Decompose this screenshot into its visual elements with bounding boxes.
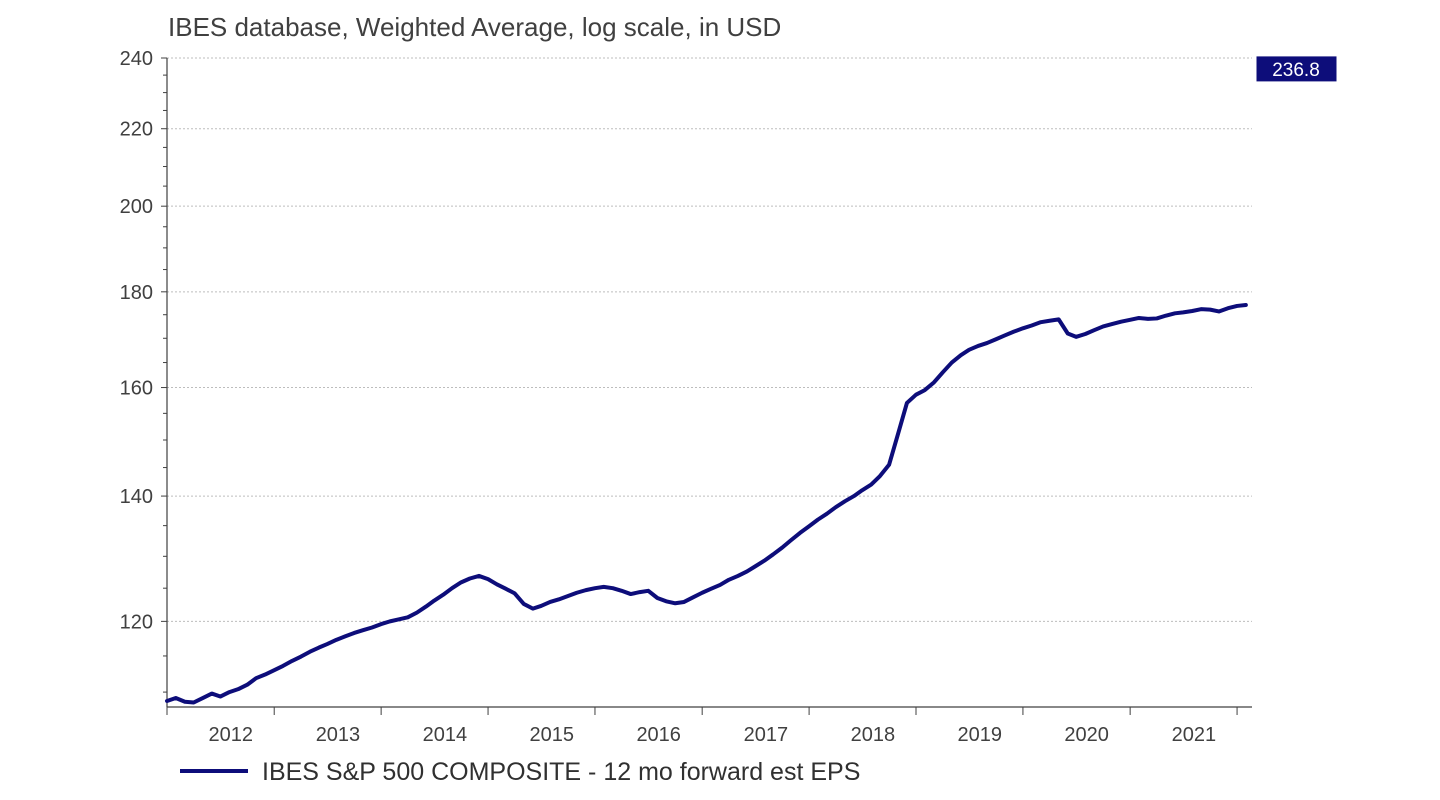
x-axis-ticks: 2012 2013 2014 2015 2016 2017 2018 2019 2020 2021 xyxy=(166,707,1238,746)
y-tick-label-160: 160 xyxy=(120,378,153,400)
legend: IBES S&P 500 COMPOSITE - 12 mo forward e… xyxy=(180,758,860,786)
x-tick-label-2017: 2017 xyxy=(744,724,789,746)
y-tick-label-180: 180 xyxy=(120,282,153,304)
x-tick-label-2021: 2021 xyxy=(1172,724,1217,746)
y-tick-label-140: 140 xyxy=(120,486,153,508)
x-tick-label-2020: 2020 xyxy=(1064,724,1109,746)
x-tick-label-2018: 2018 xyxy=(851,724,896,746)
x-tick-label-2016: 2016 xyxy=(636,724,681,746)
x-tick-label-2013: 2013 xyxy=(316,724,361,746)
x-tick-label-2014: 2014 xyxy=(423,724,468,746)
x-tick-label-2015: 2015 xyxy=(530,724,575,746)
legend-label: IBES S&P 500 COMPOSITE - 12 mo forward e… xyxy=(262,758,860,786)
x-tick-label-2019: 2019 xyxy=(958,724,1003,746)
y-axis-ticks: 120 140 160 180 200 220 240 xyxy=(120,48,167,693)
last-value-box xyxy=(1255,55,1338,83)
chart-subtitle: IBES database, Weighted Average, log sca… xyxy=(168,12,781,42)
y-tick-label-120: 120 xyxy=(120,611,153,633)
gridlines xyxy=(167,57,1252,622)
last-value-label: 236.8 xyxy=(1272,60,1320,81)
x-tick-label-2012: 2012 xyxy=(208,724,253,746)
y-tick-label-220: 220 xyxy=(120,119,153,141)
y-tick-label-200: 200 xyxy=(120,196,153,218)
last-value-badge: 236.8 xyxy=(1255,55,1338,83)
series-line-eps xyxy=(165,303,1248,705)
y-tick-label-240: 240 xyxy=(120,48,153,70)
